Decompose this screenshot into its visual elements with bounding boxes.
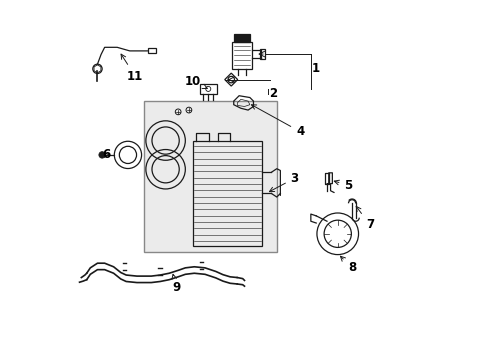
Bar (147, 48, 155, 53)
Text: 8: 8 (340, 256, 355, 274)
Text: 4: 4 (251, 105, 304, 138)
Bar (199, 84, 217, 94)
Text: 1: 1 (311, 62, 320, 75)
Text: 3: 3 (269, 172, 298, 192)
Bar (192, 140, 262, 246)
Bar (259, 49, 264, 59)
Text: 5: 5 (334, 179, 352, 192)
Bar (231, 42, 251, 69)
Text: 11: 11 (121, 54, 143, 82)
Text: 2: 2 (268, 87, 277, 100)
Text: 7: 7 (355, 206, 373, 231)
FancyBboxPatch shape (144, 101, 276, 252)
Circle shape (99, 152, 105, 158)
Text: 9: 9 (172, 274, 180, 294)
Text: 6: 6 (102, 148, 110, 161)
Text: 10: 10 (184, 75, 207, 89)
Bar (233, 34, 249, 42)
